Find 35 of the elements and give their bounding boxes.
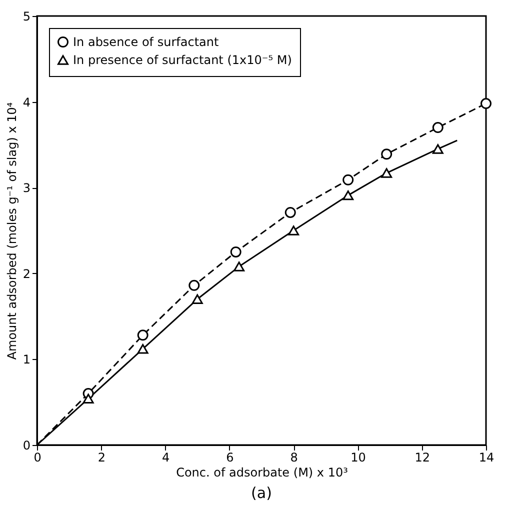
y-axis-title: Amount adsorbed (moles g⁻¹ of slag) x 10⁴ (4, 102, 19, 360)
x-tick-label: 8 (290, 450, 298, 464)
point (432, 122, 444, 134)
y-tick-label: 2 (22, 266, 30, 281)
point (381, 148, 392, 160)
point (137, 330, 148, 341)
y-tick-label: 4 (22, 95, 30, 110)
x-tick-label: 10 (350, 450, 366, 464)
x-tick-label: 4 (162, 450, 170, 464)
legend-label: In presence of surfactant (1x10⁻⁵ M) (73, 53, 292, 67)
point (137, 344, 148, 354)
point (188, 280, 200, 291)
text: (a) (251, 484, 272, 502)
point (284, 207, 296, 218)
y-tick-label: 5 (22, 10, 30, 24)
point (432, 144, 444, 154)
x-tick-label: 2 (98, 450, 106, 464)
point (342, 174, 354, 186)
y-tick-label: 0 (22, 438, 30, 452)
point (82, 394, 94, 404)
point (234, 262, 245, 272)
legend-label: In absence of surfactant (73, 35, 219, 49)
point (230, 246, 242, 258)
x-tick-label: 12 (414, 450, 430, 464)
point (381, 168, 392, 178)
point (288, 226, 300, 236)
x-tick-label: 6 (226, 450, 234, 464)
x-tick-label: 14 (478, 450, 494, 464)
point (342, 190, 354, 200)
x-axis-title: Conc. of adsorbate (M) x 10³ (176, 466, 348, 480)
y-tick-label: 3 (22, 181, 30, 196)
x-tick-label: 0 (34, 450, 42, 464)
y-tick-label: 1 (22, 352, 30, 367)
point (480, 98, 492, 109)
point (192, 294, 203, 304)
